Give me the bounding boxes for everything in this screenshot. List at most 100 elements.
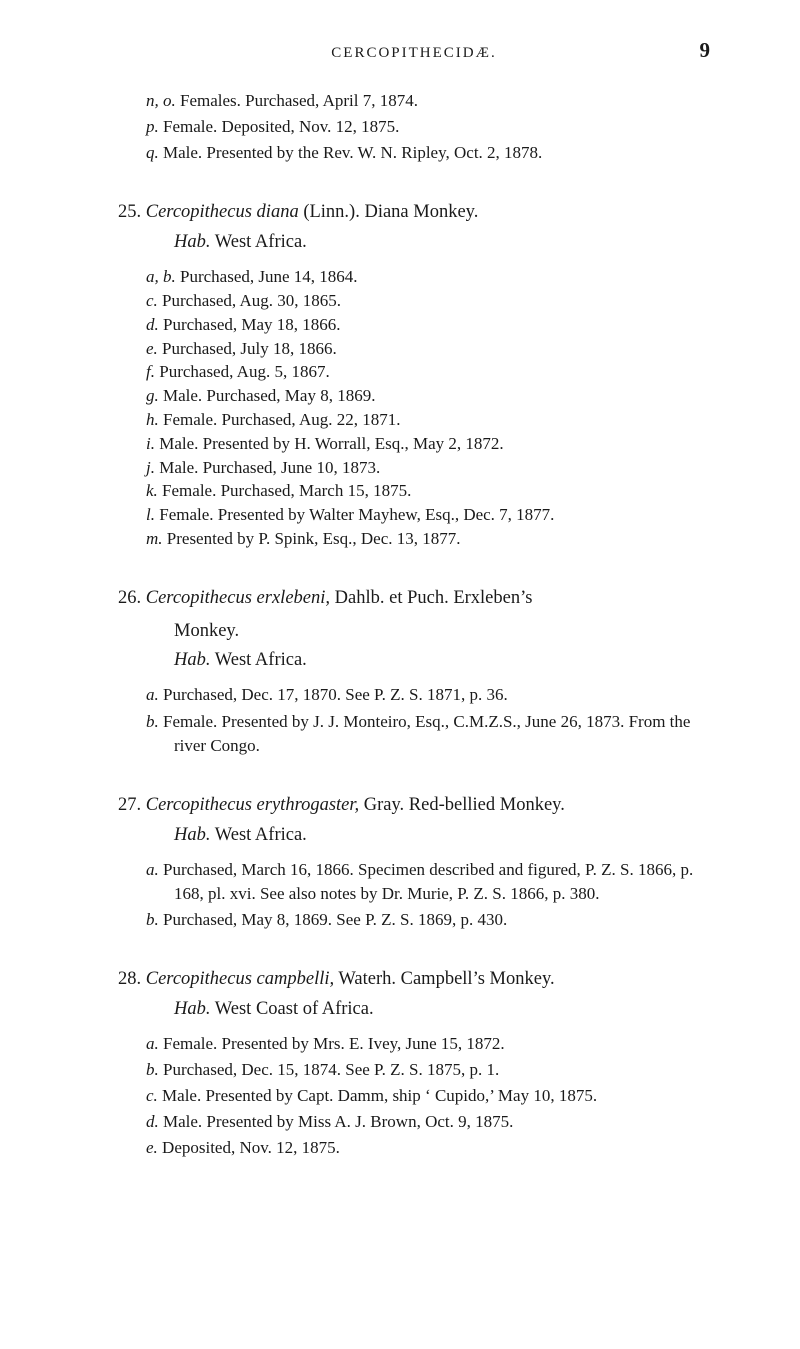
list-item: q. Male. Presented by the Rev. W. N. Rip… [118, 141, 710, 165]
species-number: 25. [118, 202, 141, 222]
item-label: m. [146, 529, 163, 548]
item-text: Purchased, Aug. 5, 1867. [159, 362, 329, 381]
item-label: f. [146, 362, 155, 381]
page: CERCOPITHECIDÆ. 9 n, o. Females. Purchas… [0, 0, 800, 1238]
item-text: Purchased, Dec. 15, 1874. See P. Z. S. 1… [163, 1060, 499, 1079]
habitat-line: Hab. West Coast of Africa. [118, 999, 710, 1020]
item-label: g. [146, 386, 159, 405]
species-heading: 26. Cercopithecus erxlebeni, Dahlb. et P… [118, 585, 710, 612]
habitat-line: Hab. West Africa. [118, 650, 710, 671]
item-text: Purchased, May 18, 1866. [163, 315, 341, 334]
species-entry: 26. Cercopithecus erxlebeni, Dahlb. et P… [118, 585, 710, 758]
page-number: 9 [680, 38, 710, 63]
hab-text: West Africa. [211, 232, 307, 252]
item-text: Male. Presented by the Rev. W. N. Ripley… [163, 143, 542, 162]
list-item: j. Male. Purchased, June 10, 1873. [118, 456, 710, 480]
list-item: d. Purchased, May 18, 1866. [118, 313, 710, 337]
species-name-italic: Cercopithecus erxlebeni, [146, 588, 330, 608]
hab-text: West Africa. [211, 825, 307, 845]
list-item: i. Male. Presented by H. Worrall, Esq., … [118, 432, 710, 456]
species-entry: 28. Cercopithecus campbelli, Waterh. Cam… [118, 966, 710, 1160]
list-item: g. Male. Purchased, May 8, 1869. [118, 384, 710, 408]
item-label: k. [146, 481, 158, 500]
item-text: Male. Presented by Miss A. J. Brown, Oct… [163, 1112, 513, 1131]
species-number: 26. [118, 588, 141, 608]
item-text: Deposited, Nov. 12, 1875. [162, 1138, 340, 1157]
list-item: e. Purchased, July 18, 1866. [118, 337, 710, 361]
item-label: a. [146, 860, 159, 879]
list-item: n, o. Females. Purchased, April 7, 1874. [118, 89, 710, 113]
list-item: b. Purchased, May 8, 1869. See P. Z. S. … [118, 908, 710, 932]
list-item: m. Presented by P. Spink, Esq., Dec. 13,… [118, 527, 710, 551]
species-name-rest: (Linn.). Diana Monkey. [299, 202, 479, 222]
hab-label: Hab. [174, 650, 211, 670]
page-header: CERCOPITHECIDÆ. 9 [118, 38, 710, 63]
item-label: b. [146, 712, 159, 731]
species-entry: 27. Cercopithecus erythrogaster, Gray. R… [118, 792, 710, 932]
item-label: e. [146, 1138, 158, 1157]
item-label: i. [146, 434, 155, 453]
hab-label: Hab. [174, 825, 211, 845]
item-text: Females. Purchased, April 7, 1874. [180, 91, 418, 110]
species-entry: 25. Cercopithecus diana (Linn.). Diana M… [118, 199, 710, 550]
hab-text: West Coast of Africa. [211, 999, 374, 1019]
list-item: k. Female. Purchased, March 15, 1875. [118, 479, 710, 503]
item-label: n, o. [146, 91, 176, 110]
list-item: c. Male. Presented by Capt. Damm, ship ‘… [118, 1084, 710, 1108]
list-item: a, b. Purchased, June 14, 1864. [118, 265, 710, 289]
item-text: Purchased, May 8, 1869. See P. Z. S. 186… [163, 910, 507, 929]
item-text: Female. Deposited, Nov. 12, 1875. [163, 117, 399, 136]
species-name-rest: Dahlb. et Puch. Erxleben’s [330, 588, 532, 608]
item-text: Male. Purchased, May 8, 1869. [163, 386, 375, 405]
item-label: j. [146, 458, 155, 477]
item-label: c. [146, 291, 158, 310]
species-number: 28. [118, 969, 141, 989]
item-label: b. [146, 1060, 159, 1079]
item-text: Purchased, June 14, 1864. [180, 267, 358, 286]
hab-label: Hab. [174, 232, 211, 252]
species-items: a. Purchased, Dec. 17, 1870. See P. Z. S… [118, 683, 710, 757]
species-items: a, b. Purchased, June 14, 1864. c. Purch… [118, 265, 710, 551]
habitat-line: Hab. West Africa. [118, 825, 710, 846]
species-items: a. Purchased, March 16, 1866. Specimen d… [118, 858, 710, 932]
running-head: CERCOPITHECIDÆ. [148, 45, 680, 62]
species-heading: 28. Cercopithecus campbelli, Waterh. Cam… [118, 966, 710, 993]
list-item: a. Purchased, March 16, 1866. Specimen d… [118, 858, 710, 906]
item-text: Male. Presented by Capt. Damm, ship ‘ Cu… [162, 1086, 597, 1105]
species-name-rest: Waterh. Campbell’s Monkey. [334, 969, 554, 989]
species-heading: 25. Cercopithecus diana (Linn.). Diana M… [118, 199, 710, 226]
item-label: q. [146, 143, 159, 162]
list-item: c. Purchased, Aug. 30, 1865. [118, 289, 710, 313]
item-label: h. [146, 410, 159, 429]
species-heading: 27. Cercopithecus erythrogaster, Gray. R… [118, 792, 710, 819]
item-label: a, b. [146, 267, 176, 286]
item-text: Female. Purchased, March 15, 1875. [162, 481, 411, 500]
list-item: a. Female. Presented by Mrs. E. Ivey, Ju… [118, 1032, 710, 1056]
item-text: Purchased, Aug. 30, 1865. [162, 291, 341, 310]
species-number: 27. [118, 795, 141, 815]
item-label: l. [146, 505, 155, 524]
species-name-italic: Cercopithecus campbelli, [146, 969, 334, 989]
item-label: p. [146, 117, 159, 136]
list-item: p. Female. Deposited, Nov. 12, 1875. [118, 115, 710, 139]
item-label: e. [146, 339, 158, 358]
item-label: d. [146, 1112, 159, 1131]
list-item: e. Deposited, Nov. 12, 1875. [118, 1136, 710, 1160]
list-item: h. Female. Purchased, Aug. 22, 1871. [118, 408, 710, 432]
item-text: Purchased, July 18, 1866. [162, 339, 337, 358]
item-label: c. [146, 1086, 158, 1105]
item-text: Purchased, Dec. 17, 1870. See P. Z. S. 1… [163, 685, 508, 704]
species-heading-cont: Monkey. [118, 618, 710, 645]
species-name-italic: Cercopithecus erythrogaster, [146, 795, 359, 815]
item-text: Presented by P. Spink, Esq., Dec. 13, 18… [167, 529, 461, 548]
item-text: Female. Presented by Mrs. E. Ivey, June … [163, 1034, 505, 1053]
item-text: Female. Presented by Walter Mayhew, Esq.… [159, 505, 554, 524]
item-text: Male. Purchased, June 10, 1873. [159, 458, 380, 477]
species-items: a. Female. Presented by Mrs. E. Ivey, Ju… [118, 1032, 710, 1161]
list-item: l. Female. Presented by Walter Mayhew, E… [118, 503, 710, 527]
list-item: a. Purchased, Dec. 17, 1870. See P. Z. S… [118, 683, 710, 707]
item-label: b. [146, 910, 159, 929]
list-item: b. Purchased, Dec. 15, 1874. See P. Z. S… [118, 1058, 710, 1082]
item-label: a. [146, 685, 159, 704]
item-text: Female. Presented by J. J. Monteiro, Esq… [163, 712, 690, 755]
